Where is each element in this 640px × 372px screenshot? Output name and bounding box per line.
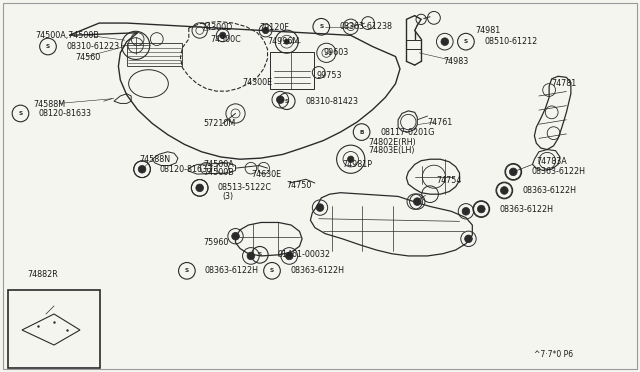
Text: 08120-81633: 08120-81633: [160, 165, 213, 174]
Circle shape: [284, 39, 289, 44]
Text: 08363-6122H: 08363-6122H: [205, 266, 259, 275]
Text: 74802E(RH): 74802E(RH): [368, 138, 416, 147]
Text: 74588M: 74588M: [33, 100, 65, 109]
Circle shape: [465, 235, 472, 243]
Text: 08510-61212: 08510-61212: [484, 37, 538, 46]
Circle shape: [276, 96, 284, 103]
Circle shape: [232, 232, 239, 240]
Circle shape: [413, 198, 421, 205]
Circle shape: [285, 252, 293, 260]
Text: 74981P: 74981P: [342, 160, 372, 169]
Text: S: S: [258, 252, 262, 257]
Circle shape: [138, 166, 146, 173]
Text: 08363-6122H: 08363-6122H: [531, 167, 585, 176]
Circle shape: [220, 32, 226, 39]
Text: 08363-6122H: 08363-6122H: [499, 205, 553, 214]
Text: B: B: [360, 129, 364, 135]
Text: 74983: 74983: [443, 57, 468, 66]
Text: S: S: [19, 111, 22, 116]
Text: 74500B: 74500B: [204, 169, 234, 177]
Text: (3): (3): [223, 192, 234, 201]
Text: 74630E: 74630E: [251, 170, 281, 179]
Text: 74588N: 74588N: [140, 155, 171, 164]
Text: S: S: [511, 169, 515, 174]
Text: 08363-61238: 08363-61238: [339, 22, 392, 31]
Text: 08363-6122H: 08363-6122H: [523, 186, 577, 195]
Text: S: S: [285, 99, 289, 104]
Text: 74560: 74560: [76, 53, 100, 62]
Text: 74300E: 74300E: [242, 78, 272, 87]
Text: S: S: [464, 39, 468, 44]
Circle shape: [509, 168, 517, 176]
Text: 74300C: 74300C: [210, 35, 241, 44]
Text: S: S: [502, 188, 506, 193]
Text: 74761: 74761: [428, 118, 452, 126]
Circle shape: [477, 205, 485, 213]
Circle shape: [196, 184, 204, 192]
Bar: [8, 290, 100, 368]
Circle shape: [500, 187, 508, 194]
Text: 74500A,74500B: 74500A,74500B: [35, 31, 99, 40]
Text: S: S: [140, 167, 144, 172]
Text: 08513-5122C: 08513-5122C: [218, 183, 271, 192]
Text: S: S: [46, 44, 50, 49]
Text: 99753: 99753: [317, 71, 342, 80]
Text: S: S: [198, 185, 202, 190]
Text: 08120-81633: 08120-81633: [38, 109, 92, 118]
Text: 99603: 99603: [323, 48, 348, 57]
Circle shape: [316, 204, 324, 211]
Text: 74754: 74754: [436, 176, 462, 185]
Text: 08310-81423: 08310-81423: [305, 97, 358, 106]
Text: S: S: [185, 268, 189, 273]
Text: 01461-00032: 01461-00032: [278, 250, 331, 259]
Text: 08117-0201G: 08117-0201G: [380, 128, 435, 137]
Circle shape: [441, 38, 449, 45]
Circle shape: [348, 156, 354, 163]
Text: 74803E(LH): 74803E(LH): [368, 146, 415, 155]
Text: 74500A: 74500A: [204, 160, 234, 169]
Text: 74996M: 74996M: [268, 37, 300, 46]
Text: S: S: [270, 268, 274, 273]
Text: 08363-6122H: 08363-6122H: [291, 266, 344, 275]
Circle shape: [247, 252, 255, 260]
Text: 74783A: 74783A: [536, 157, 567, 166]
Text: 75960: 75960: [204, 238, 229, 247]
Text: 74882R: 74882R: [27, 270, 58, 279]
Text: 74981: 74981: [475, 26, 500, 35]
Circle shape: [262, 27, 269, 34]
Circle shape: [462, 208, 470, 215]
Text: 74750: 74750: [287, 181, 312, 190]
Text: 74781: 74781: [552, 79, 577, 88]
Text: S: S: [319, 24, 323, 29]
Text: S: S: [479, 206, 483, 212]
Text: 74300D: 74300D: [202, 23, 233, 32]
Text: 57210M: 57210M: [204, 119, 236, 128]
Text: ^7·7*0 P6: ^7·7*0 P6: [534, 350, 573, 359]
Bar: [270, 52, 314, 89]
Text: 08310-61223: 08310-61223: [67, 42, 120, 51]
Text: 79120F: 79120F: [259, 23, 289, 32]
